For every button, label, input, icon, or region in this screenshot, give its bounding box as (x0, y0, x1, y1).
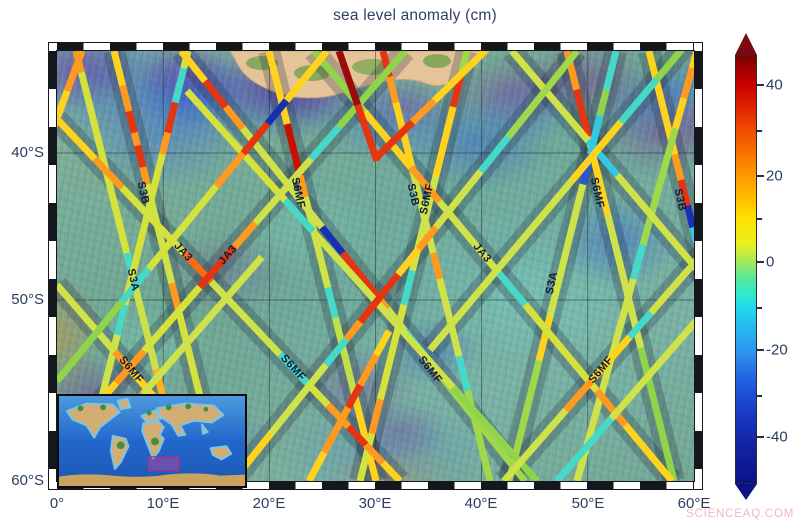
satellite-track (554, 318, 694, 481)
satellite-track (57, 51, 86, 129)
satellite-track (501, 258, 694, 481)
satellite-tracks (57, 51, 694, 481)
colorbar-tick-label: 40 (766, 76, 783, 94)
satellite-track (505, 51, 620, 481)
satellite-track (265, 51, 380, 481)
satellite-track (57, 51, 330, 384)
colorbar-minor-tick (757, 395, 762, 397)
lat-tick-label: 60°S (11, 472, 44, 489)
satellite-track (356, 51, 471, 481)
colorbar (735, 55, 757, 484)
lon-tick-label: 0° (49, 495, 65, 512)
colorbar-minor-tick (757, 307, 762, 309)
lon-tick-label: 30°E (358, 495, 392, 512)
satellite-track (573, 51, 694, 481)
satellite-track (311, 51, 675, 481)
frame-checker-bottom (49, 481, 702, 489)
inset-world-svg (59, 396, 245, 486)
colorbar-major-tick (757, 175, 764, 177)
map-canvas (57, 51, 694, 481)
lon-tick-label: 50°E (571, 495, 605, 512)
frame-checker-top (49, 43, 702, 51)
satellite-track (372, 51, 488, 162)
satellite-track (230, 51, 580, 481)
lon-tick-label: 40°E (464, 495, 498, 512)
frame-checker-right (694, 43, 702, 489)
frame-checker-left (49, 43, 57, 489)
satellite-track (645, 51, 694, 247)
colorbar-major-tick (757, 436, 764, 438)
colorbar-major-tick (757, 349, 764, 351)
satellite-track (57, 51, 408, 454)
lon-tick-label: 10°E (146, 495, 180, 512)
inset-antarctica (59, 473, 245, 486)
page-title: sea level anomaly (cm) (333, 7, 497, 24)
inset-world-map (57, 394, 247, 488)
colorbar-minor-tick (757, 130, 762, 132)
lon-tick-label: 60°E (677, 495, 711, 512)
study-area-highlight (147, 456, 180, 472)
lon-tick-label: 20°E (252, 495, 286, 512)
colorbar-arrow-top (735, 33, 757, 55)
colorbar-arrow-bottom (735, 484, 757, 500)
colorbar-tick-label: 20 (766, 167, 783, 185)
watermark: SCIENCEAQ.COM (686, 508, 795, 520)
colorbar-tick-label: -40 (766, 428, 788, 446)
lat-tick-label: 40°S (11, 144, 44, 161)
colorbar-minor-tick (757, 218, 762, 220)
satellite-track (178, 51, 528, 481)
colorbar-major-tick (757, 261, 764, 263)
colorbar-tick-label: -20 (766, 341, 788, 359)
satellite-track (335, 51, 381, 163)
map-svg (57, 51, 694, 481)
colorbar-tick-label: 0 (766, 253, 775, 271)
satellite-track (305, 329, 393, 481)
satellite-track (427, 51, 686, 353)
inset-vegetation (77, 403, 209, 450)
satellite-track (563, 51, 678, 481)
lat-tick-label: 50°S (11, 291, 44, 308)
colorbar-major-tick (757, 84, 764, 86)
